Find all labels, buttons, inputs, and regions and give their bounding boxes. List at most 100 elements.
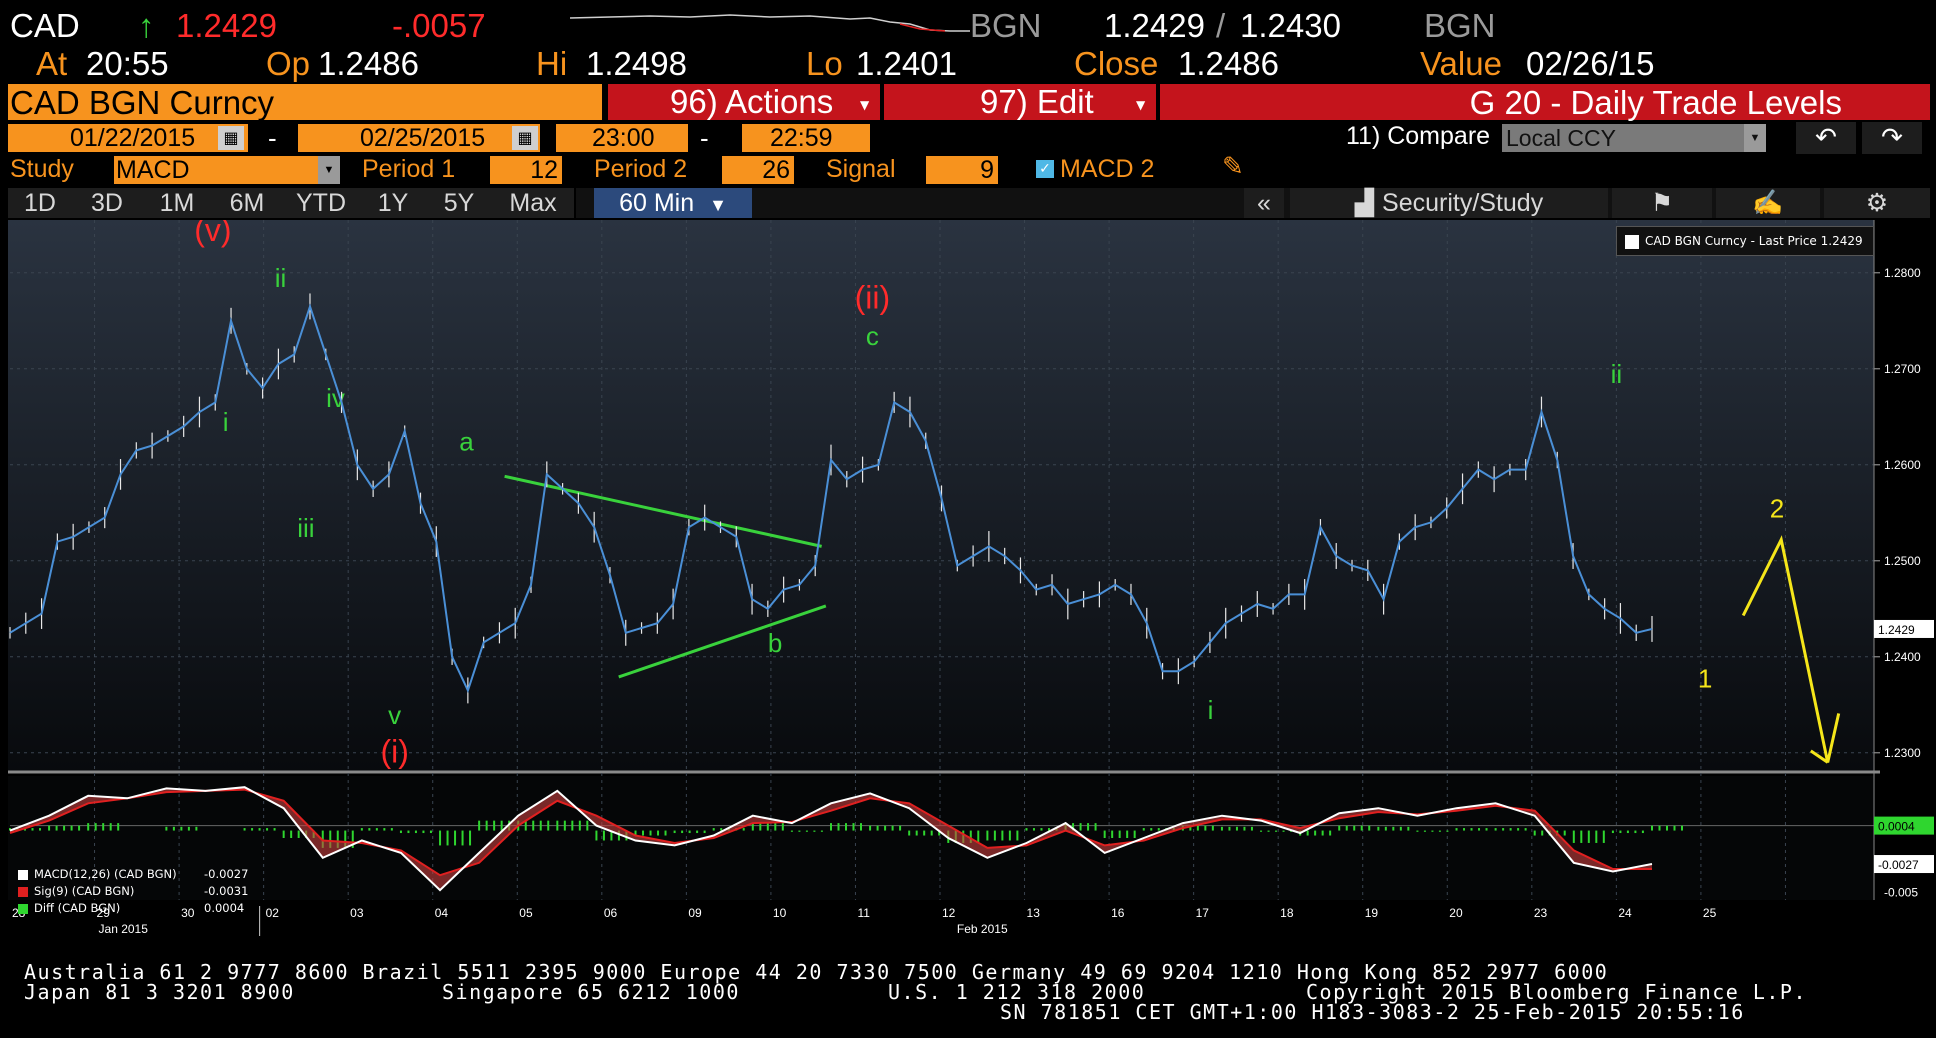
net-change: -.0057 (392, 7, 486, 44)
wave-label: (v) (194, 220, 231, 248)
open-label: Op (266, 45, 311, 82)
tab-1d[interactable]: 1D (8, 188, 74, 218)
wave-label: ii (1611, 359, 1623, 389)
calendar-icon[interactable]: ▦ (218, 126, 244, 150)
x-tick-label: 06 (604, 906, 618, 920)
security-field[interactable]: CAD BGN Curncy (8, 84, 602, 121)
tab-1y[interactable]: 1Y (360, 188, 428, 218)
at-label: At (36, 45, 68, 82)
x-tick-label: 11 (857, 906, 870, 920)
gear-icon[interactable]: ⚙ (1824, 188, 1930, 218)
tab-ytd[interactable]: YTD (282, 188, 362, 218)
start-time-field[interactable]: 23:00 (556, 124, 688, 152)
wave-trendline (504, 474, 822, 548)
price-legend: CAD BGN Curncy - Last Price 1.2429 (1616, 226, 1874, 256)
wave-label: iv (326, 383, 345, 413)
edit-label: 97) Edit (980, 83, 1094, 120)
period1-field[interactable]: 12 (490, 156, 562, 184)
value-label: Value (1420, 45, 1502, 82)
undo-icon[interactable]: ↶ (1796, 122, 1856, 154)
macd-value-tag (1874, 855, 1934, 874)
diff-swatch (18, 903, 28, 914)
price-tick-label: 1.2600 (1884, 458, 1921, 472)
compare-select[interactable]: Local CCY ▼ (1502, 124, 1766, 152)
flag-icon[interactable]: ⚑ (1612, 188, 1712, 218)
edit-icon[interactable]: ✍ (1716, 188, 1820, 218)
tab-3d[interactable]: 3D (72, 188, 144, 218)
x-tick-label: 13 (1027, 906, 1041, 920)
period2-field[interactable]: 26 (722, 156, 794, 184)
edit-dropdown-icon: ▼ (1136, 98, 1146, 112)
end-date-value: 02/25/2015 (360, 124, 486, 152)
x-tick-label: 20 (1449, 906, 1463, 920)
x-tick-label: 09 (688, 906, 702, 920)
x-tick-label: 05 (519, 906, 533, 920)
tab-1m[interactable]: 1M (142, 188, 214, 218)
ask-price: 1.2430 (1240, 7, 1341, 44)
wave-label: i (1208, 695, 1214, 725)
interval-value: 60 Min (619, 189, 695, 217)
macd-value-tag (1874, 816, 1934, 835)
wave-label: ii (275, 263, 287, 293)
chart-icon: ▟ (1354, 189, 1375, 217)
last-price-tag-label: 1.2429 (1878, 623, 1915, 637)
period1-value: 12 (530, 156, 558, 184)
diff-legend-value: 0.0004 (204, 901, 245, 915)
bid-price: 1.2429 (1104, 7, 1205, 44)
edit-menu[interactable]: 97) Edit ▼ (884, 84, 1156, 120)
wave-label: a (459, 426, 474, 456)
signal-line (9, 788, 1652, 877)
high-value: 1.2498 (586, 45, 687, 82)
security-name: CAD BGN Curncy (10, 84, 275, 121)
pencil-icon[interactable]: ✎ (1222, 152, 1244, 182)
x-tick-label: 02 (266, 906, 280, 920)
low-value: 1.2401 (856, 45, 957, 82)
signal-swatch (18, 886, 28, 897)
wave-label: 2 (1770, 494, 1784, 524)
x-tick-label: 03 (350, 906, 364, 920)
legend-label: CAD BGN Curncy - Last Price 1.2429 (1645, 234, 1863, 248)
tab-max[interactable]: Max (492, 188, 576, 218)
interval-select[interactable]: 60 Min ▼ (594, 188, 752, 218)
actions-menu[interactable]: 96) Actions ▼ (608, 84, 880, 120)
wave-trendline (618, 604, 827, 679)
month-label: Jan 2015 (99, 922, 149, 936)
start-date-field[interactable]: 01/22/2015 (8, 124, 248, 152)
price-tick-label: 1.2400 (1884, 650, 1921, 664)
signal-label: Signal (826, 155, 896, 183)
macd-panel-bg (8, 776, 1874, 900)
end-time-field[interactable]: 22:59 (742, 124, 870, 152)
x-tick-label: 17 (1196, 906, 1210, 920)
close-value: 1.2486 (1178, 45, 1279, 82)
low-label: Lo (806, 45, 843, 82)
tab-5y[interactable]: 5Y (426, 188, 494, 218)
x-tick-label: 30 (181, 906, 195, 920)
start-time-value: 23:00 (592, 124, 655, 152)
price-tick-label: 1.2700 (1884, 362, 1921, 376)
signal-field[interactable]: 9 (926, 156, 998, 184)
bid-ask-separator: / (1216, 7, 1226, 44)
last-price-tag (1874, 619, 1934, 638)
price-tick-label: 1.2800 (1884, 266, 1921, 280)
macd-swatch (18, 869, 28, 880)
compare-value: Local CCY (1506, 125, 1616, 151)
tab-6m[interactable]: 6M (212, 188, 284, 218)
study-select[interactable]: MACD ▼ (114, 156, 340, 184)
title-bar: G 20 - Daily Trade Levels (1160, 84, 1930, 121)
collapse-button[interactable]: « (1244, 188, 1284, 218)
interval-dropdown-icon: ▼ (709, 195, 727, 215)
signal-value: 9 (980, 156, 994, 184)
calendar-icon[interactable]: ▦ (512, 126, 538, 150)
security-study-button[interactable]: ▟ Security/Study (1290, 188, 1608, 218)
price-tick-label: 1.2300 (1884, 746, 1921, 760)
source-right: BGN (1424, 7, 1496, 44)
macd2-checkbox[interactable]: ✓ (1036, 160, 1054, 178)
actions-dropdown-icon: ▼ (860, 98, 870, 112)
redo-icon[interactable]: ↷ (1862, 122, 1922, 154)
period1-label: Period 1 (362, 155, 456, 183)
macd2-label: MACD 2 (1060, 155, 1155, 183)
end-date-field[interactable]: 02/25/2015 (298, 124, 540, 152)
macd-legend-value: -0.0027 (204, 867, 249, 881)
study-value: MACD (116, 156, 190, 184)
end-time-value: 22:59 (770, 124, 833, 152)
